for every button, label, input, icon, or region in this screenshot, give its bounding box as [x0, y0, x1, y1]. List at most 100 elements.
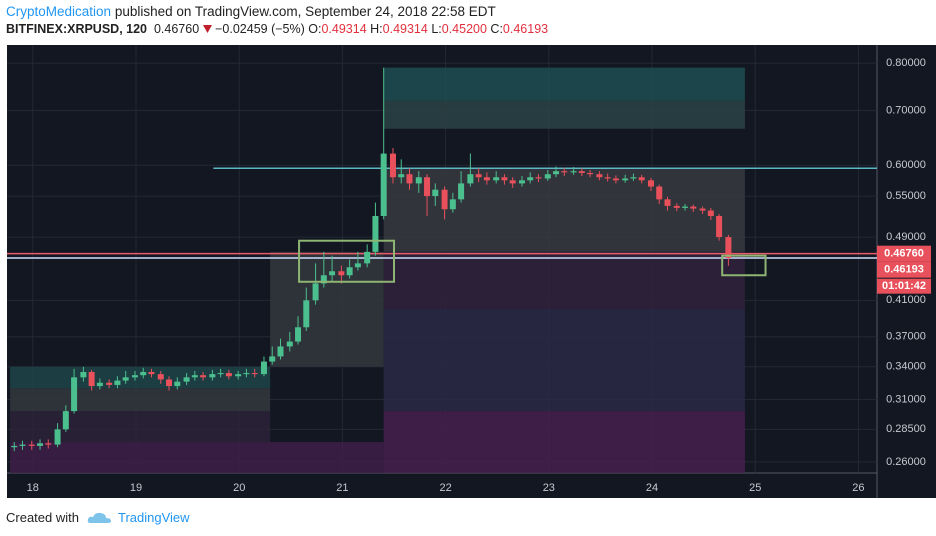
y-tick-label: 0.26000	[886, 456, 926, 468]
candle-body	[346, 267, 353, 276]
ohlc-label: H:	[370, 22, 383, 36]
candle-body	[54, 429, 61, 445]
candle-body	[725, 237, 732, 258]
candle-body	[80, 371, 87, 378]
zone	[270, 251, 384, 367]
published: published on TradingView.com, September …	[114, 4, 496, 19]
chart: 18 19 20 21 22 23 24 25 26 0.26000 0.28500 0.31000 0…	[7, 45, 936, 498]
price-tag	[877, 261, 931, 278]
candle-body	[312, 283, 319, 301]
zone	[10, 411, 271, 443]
candle-body	[664, 199, 671, 206]
candle-body	[174, 381, 181, 387]
candle-body	[62, 411, 69, 430]
x-tick-label: 20	[233, 482, 245, 494]
candle-body	[71, 377, 78, 412]
candle-body	[570, 171, 577, 173]
candle-body	[225, 373, 232, 377]
candle-body	[235, 374, 242, 377]
ohlc-value: 0.45200	[441, 22, 487, 36]
candle-body	[544, 174, 551, 179]
candle-body	[561, 171, 568, 173]
price: 0.46760	[153, 22, 200, 36]
candle-body	[303, 300, 310, 328]
countdown-tag	[877, 278, 931, 294]
candle-body	[647, 180, 654, 187]
candle-body	[11, 445, 18, 448]
zone	[383, 168, 745, 252]
candle-body	[122, 377, 129, 381]
price-tag-label: 0.46760	[884, 248, 924, 260]
candle-body	[96, 382, 103, 387]
candle-body	[320, 275, 327, 284]
y-tick-label: 0.31000	[886, 393, 926, 405]
candle-body	[441, 189, 448, 210]
candle-body	[612, 178, 619, 181]
candle-body	[217, 373, 224, 375]
x-tick-label: 18	[27, 482, 39, 494]
ohlc-value: 0.49314	[321, 22, 367, 36]
zone	[10, 366, 271, 389]
candle-body	[183, 377, 190, 382]
ohlc-label: L:	[431, 22, 442, 36]
ohlc-value: 0.49314	[382, 22, 428, 36]
candle-body	[467, 174, 474, 184]
logo	[87, 512, 111, 523]
candle-body	[269, 356, 276, 362]
candle-body	[458, 183, 465, 200]
zone	[383, 411, 745, 473]
candle-body	[553, 171, 560, 175]
down-arrow	[202, 25, 212, 33]
x-tick-label: 22	[439, 482, 451, 494]
ohlc-label: C:	[490, 22, 503, 36]
candle-body	[656, 186, 663, 200]
candle-body	[432, 189, 439, 197]
candle-body	[604, 177, 611, 179]
candle-body	[277, 346, 284, 357]
candle-body	[286, 341, 293, 347]
candle-body	[587, 172, 594, 175]
candle-body	[364, 251, 371, 264]
candle-body	[630, 177, 637, 179]
candle-body	[166, 379, 173, 387]
candle-body	[682, 206, 689, 208]
price-tag-label: 0.46193	[884, 264, 924, 276]
candle-body	[251, 373, 258, 375]
candle-body	[88, 371, 95, 387]
candle-body	[157, 374, 164, 380]
zone	[383, 251, 745, 310]
ohlc-label: O:	[308, 22, 322, 36]
y-tick-label: 0.49000	[886, 231, 926, 243]
candle-body	[699, 208, 706, 211]
candle-body	[389, 153, 396, 178]
candle-body	[398, 174, 405, 178]
author[interactable]: CryptoMedication	[6, 4, 112, 19]
brand[interactable]: TradingView	[117, 510, 190, 525]
candle-body	[638, 177, 645, 181]
candle-body	[424, 177, 431, 197]
highlight-box	[298, 239, 396, 283]
header: CryptoMedication published on TradingVie…	[6, 4, 496, 19]
candle-body	[191, 375, 198, 378]
zone	[10, 388, 271, 412]
symbol: BITFINEX:XRPUSD, 120	[6, 22, 148, 36]
candle-body	[260, 361, 267, 375]
candle-body	[200, 375, 207, 378]
candle-body	[690, 206, 697, 209]
candle-body	[596, 174, 603, 178]
candle-body	[372, 215, 379, 252]
candle-body	[354, 263, 361, 268]
candle-body	[209, 374, 216, 378]
candle-body	[37, 443, 44, 446]
candle-body	[501, 177, 508, 181]
countdown: 01:01:42	[882, 280, 926, 292]
candle-body	[475, 174, 482, 178]
y-tick-label: 0.41000	[886, 294, 926, 306]
candle-body	[28, 444, 35, 446]
legend: BITFINEX:XRPUSD, 120 0.46760 −0.02459 (−…	[6, 22, 548, 36]
candle-body	[19, 444, 26, 446]
candle-body	[509, 180, 516, 184]
change: −0.02459 (−5%)	[215, 22, 305, 36]
candle-body	[338, 271, 345, 276]
candle-body	[45, 443, 52, 445]
